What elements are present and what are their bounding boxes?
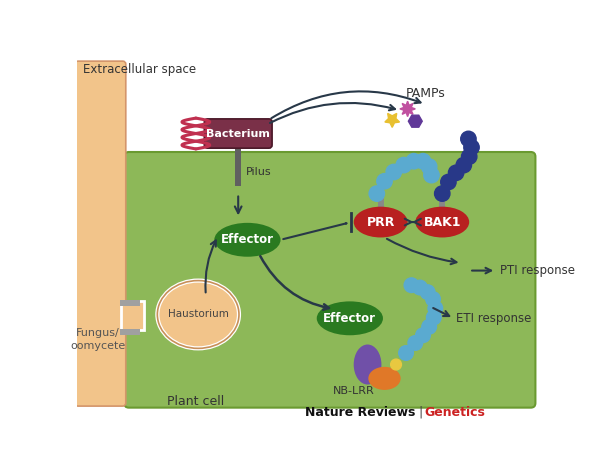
Bar (121, 300, 144, 330)
Circle shape (408, 336, 422, 350)
Text: Haustorium: Haustorium (168, 309, 229, 319)
Text: BAK1: BAK1 (424, 216, 461, 228)
Text: PTI response: PTI response (500, 264, 575, 277)
Bar (377, 191, 384, 207)
Circle shape (428, 301, 443, 316)
FancyBboxPatch shape (75, 61, 126, 406)
Circle shape (425, 292, 440, 306)
Circle shape (396, 157, 412, 173)
Text: Extracellular space: Extracellular space (83, 63, 196, 76)
Text: ETI response: ETI response (456, 312, 532, 325)
Text: |: | (418, 406, 422, 419)
Circle shape (456, 157, 472, 173)
Text: Effector: Effector (323, 312, 376, 325)
Circle shape (434, 186, 450, 201)
Bar (119, 329, 140, 335)
Text: Plant cell: Plant cell (167, 395, 224, 408)
Circle shape (441, 174, 456, 190)
Circle shape (448, 165, 464, 180)
Circle shape (404, 278, 419, 292)
Text: Fungus/
oomycete: Fungus/ oomycete (70, 328, 125, 351)
Circle shape (391, 359, 401, 370)
Text: Bacterium: Bacterium (206, 129, 270, 138)
Circle shape (464, 140, 479, 155)
Circle shape (377, 173, 392, 189)
Circle shape (415, 154, 431, 169)
Text: NB-LRR: NB-LRR (333, 387, 374, 397)
Circle shape (424, 167, 439, 183)
Circle shape (422, 319, 436, 334)
Circle shape (416, 328, 430, 342)
Ellipse shape (368, 367, 401, 390)
Polygon shape (400, 101, 415, 117)
Circle shape (386, 164, 401, 180)
Circle shape (399, 346, 413, 360)
Polygon shape (385, 114, 400, 127)
FancyBboxPatch shape (205, 119, 272, 148)
Ellipse shape (157, 281, 239, 349)
Circle shape (421, 159, 437, 174)
Text: PRR: PRR (367, 216, 395, 228)
Text: Effector: Effector (221, 233, 274, 246)
Polygon shape (409, 115, 422, 127)
Circle shape (461, 131, 476, 146)
Circle shape (413, 280, 427, 295)
Circle shape (406, 154, 421, 169)
Circle shape (421, 285, 435, 300)
Text: Genetics: Genetics (425, 406, 485, 419)
Bar (439, 191, 445, 207)
Circle shape (461, 149, 477, 164)
Circle shape (427, 310, 441, 325)
Ellipse shape (354, 207, 407, 237)
Bar (235, 145, 241, 186)
FancyBboxPatch shape (124, 152, 535, 407)
Ellipse shape (354, 344, 382, 384)
Circle shape (369, 186, 385, 201)
Bar (119, 300, 140, 306)
Ellipse shape (317, 301, 383, 335)
Text: PAMPs: PAMPs (406, 87, 446, 100)
Ellipse shape (415, 207, 469, 237)
Text: Nature Reviews: Nature Reviews (305, 406, 415, 419)
Ellipse shape (214, 223, 281, 257)
Text: Pilus: Pilus (246, 167, 272, 177)
